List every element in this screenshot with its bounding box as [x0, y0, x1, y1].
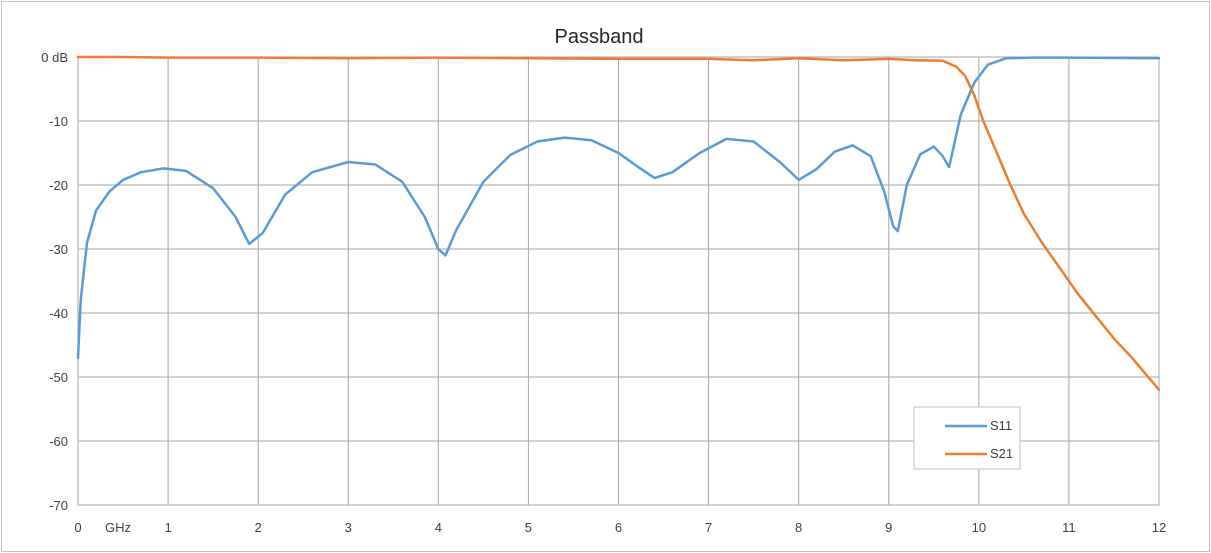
- x-tick-label: 0: [74, 520, 81, 535]
- x-tick-label: 6: [615, 520, 622, 535]
- x-tick-label: 11: [1062, 520, 1076, 535]
- y-tick-label: -30: [49, 242, 68, 257]
- x-tick-label: 3: [345, 520, 352, 535]
- x-tick-label: 12: [1152, 520, 1166, 535]
- x-axis-ticks: 0 1 2 3 4 5 6 7 8 9 10 11 12: [74, 520, 1166, 535]
- x-tick-label: 4: [435, 520, 442, 535]
- y-tick-label: -60: [49, 434, 68, 449]
- y-tick-label: -20: [49, 178, 68, 193]
- x-tick-label: 7: [705, 520, 712, 535]
- series-layer: [76, 55, 1161, 392]
- x-tick-label: 1: [164, 520, 171, 535]
- legend-label-s11: S11: [990, 418, 1012, 433]
- legend: S11 S21: [913, 406, 1021, 470]
- legend-box: [913, 406, 1021, 470]
- x-tick-label: 2: [255, 520, 262, 535]
- grid-layer: [77, 56, 1160, 506]
- x-axis-label: GHz: [105, 520, 131, 535]
- series-line-s11: [76, 56, 1161, 360]
- x-tick-label: 9: [885, 520, 892, 535]
- y-axis-ticks: 0 dB -10 -20 -30 -40 -50 -60 -70: [41, 50, 68, 513]
- y-tick-label: -40: [49, 306, 68, 321]
- chart-title: Passband: [555, 26, 644, 48]
- x-tick-label: 8: [795, 520, 802, 535]
- x-tick-label: 10: [972, 520, 986, 535]
- x-tick-label: 5: [525, 520, 532, 535]
- legend-label-s21: S21: [990, 446, 1013, 461]
- y-tick-label: -50: [49, 370, 68, 385]
- y-tick-label: 0 dB: [41, 50, 68, 65]
- y-tick-label: -70: [49, 498, 68, 513]
- series-line-s21: [76, 55, 1161, 392]
- y-tick-label: -10: [49, 114, 68, 129]
